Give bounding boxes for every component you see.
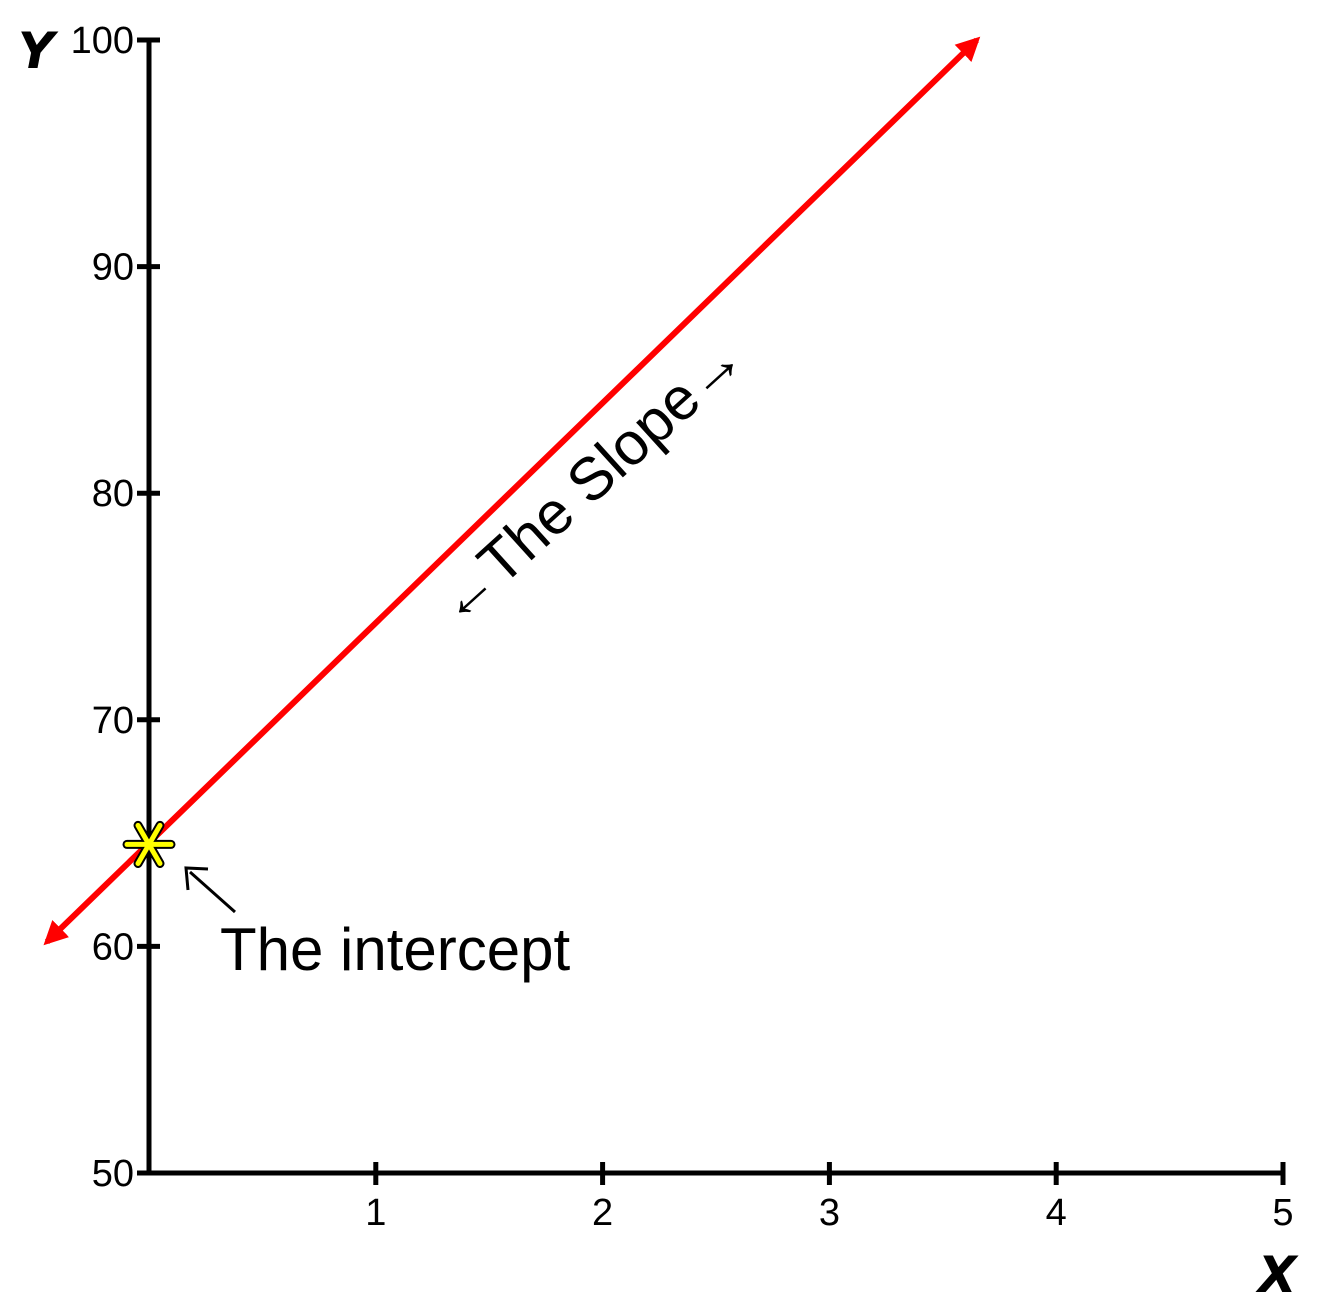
y-axis-title: Y xyxy=(18,22,59,80)
slope-annotation: ←The Slope→ xyxy=(421,324,758,638)
x-tick-label: 5 xyxy=(1272,1192,1293,1234)
x-tick-label: 4 xyxy=(1046,1192,1067,1234)
x-tick-label: 2 xyxy=(592,1192,613,1234)
intercept-annotation: The intercept xyxy=(220,916,571,983)
x-ticks: 1 2 3 4 5 xyxy=(365,1162,1294,1234)
y-tick-label: 100 xyxy=(71,20,134,62)
y-tick-label: 70 xyxy=(92,700,134,742)
regression-line xyxy=(43,36,981,946)
x-tick-label: 3 xyxy=(819,1192,840,1234)
intercept-asterisk-icon xyxy=(122,820,176,868)
x-axis-title: X xyxy=(1255,1246,1299,1304)
x-tick-label: 1 xyxy=(365,1192,386,1234)
axes xyxy=(146,40,1285,1176)
series-layer xyxy=(43,36,981,946)
intercept-pointer-arrow-icon xyxy=(184,866,236,914)
y-tick-label: 60 xyxy=(92,926,134,968)
y-tick-label: 80 xyxy=(92,473,134,515)
y-tick-label: 90 xyxy=(92,247,134,289)
y-tick-label: 50 xyxy=(92,1153,134,1195)
